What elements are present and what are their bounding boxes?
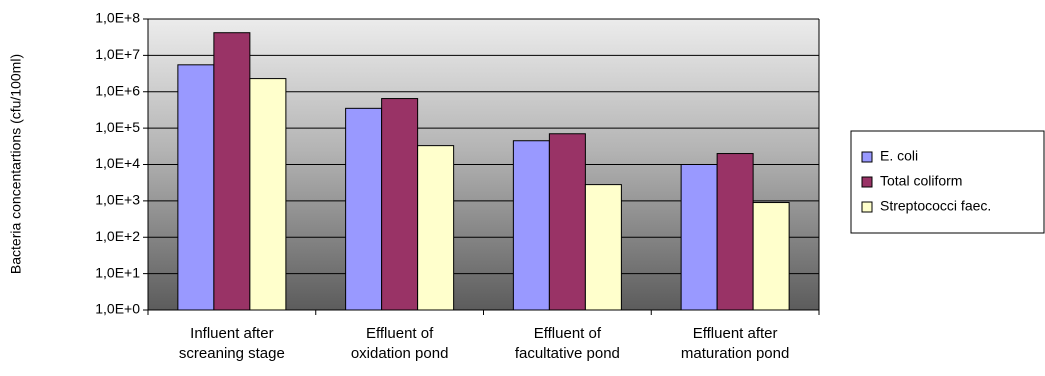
x-tick-label: Effluent of: [534, 325, 602, 342]
x-tick-labels: Influent after screaning stage Effluent of…: [179, 325, 789, 362]
bar-total-coliform: [381, 98, 419, 311]
bar-e-coli: [512, 140, 550, 311]
x-tick-label: Effluent after: [693, 325, 778, 342]
y-tick-label: 1,0E+1: [95, 264, 140, 280]
legend: E. coli Total coliform Streptococci faec.: [850, 130, 1045, 234]
y-tick-label: 1,0E+7: [95, 46, 140, 62]
bar-e-coli: [345, 107, 383, 311]
y-tick-label: 1,0E+2: [95, 228, 140, 244]
legend-label: Streptococci faec.: [880, 198, 991, 214]
bar-e-coli: [177, 64, 215, 311]
y-tick-label: 1,0E+4: [95, 155, 140, 171]
y-tick-label: 1,0E+0: [95, 301, 140, 317]
bar-e-coli: [680, 164, 718, 311]
legend-swatch: [861, 151, 873, 163]
y-tick-label: 1,0E+6: [95, 82, 140, 98]
x-tick-label: facultative pond: [515, 345, 620, 362]
axes: [143, 18, 820, 315]
bar-streptococci-faec: [249, 78, 287, 311]
y-axis-label: Bacteria concentartions (cfu/100ml): [8, 54, 24, 274]
bar-total-coliform: [213, 32, 251, 311]
bar-streptococci-faec: [417, 145, 455, 311]
legend-swatch: [861, 201, 873, 213]
bar-streptococci-faec: [584, 184, 622, 311]
y-tick-labels: 1,0E+0 1,0E+1 1,0E+2 1,0E+3 1,0E+4 1,0E+5 1,0E…: [95, 10, 140, 317]
bar-total-coliform: [548, 133, 586, 311]
y-tick-label: 1,0E+8: [95, 10, 140, 26]
bar-total-coliform: [716, 153, 754, 311]
legend-label: E. coli: [880, 148, 918, 164]
legend-box: [850, 130, 1045, 234]
legend-swatch: [861, 176, 873, 188]
y-tick-label: 1,0E+5: [95, 119, 140, 135]
x-tick-label: Effluent of: [366, 325, 434, 342]
bars: [177, 32, 790, 311]
x-tick-label: screaning stage: [179, 345, 285, 362]
x-tick-label: oxidation pond: [351, 345, 449, 362]
x-tick-label: Influent after: [190, 325, 273, 342]
y-tick-label: 1,0E+3: [95, 192, 140, 208]
bar-streptococci-faec: [752, 202, 790, 311]
legend-label: Total coliform: [880, 173, 962, 189]
x-tick-label: maturation pond: [681, 345, 789, 362]
